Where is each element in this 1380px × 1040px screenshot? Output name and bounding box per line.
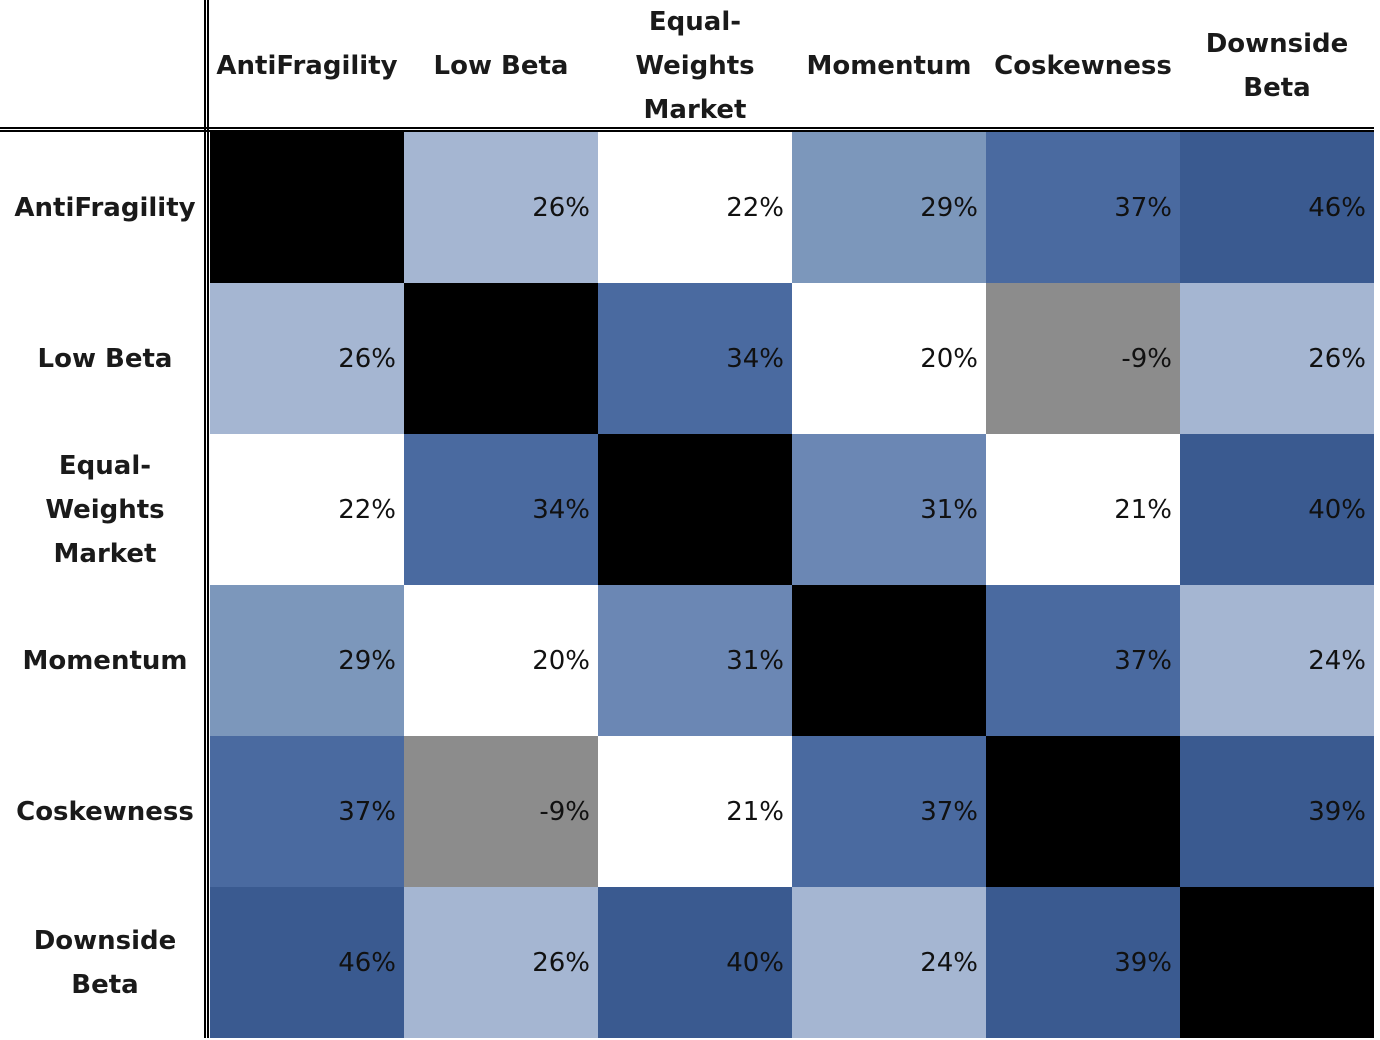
heatmap-cell: 24% [792, 887, 986, 1038]
row-header: Low Beta [37, 343, 173, 374]
row-header: Coskewness [16, 796, 194, 827]
row-header: Downside Beta [33, 925, 177, 1000]
row-header: Momentum [22, 645, 188, 676]
heatmap-cell-diagonal [792, 585, 986, 736]
heatmap-cell-diagonal [1180, 887, 1374, 1038]
row-header: Equal-Weights Market [45, 450, 165, 569]
heatmap-cell: 37% [210, 736, 404, 887]
axis-rule-left [204, 0, 206, 1038]
heatmap-cell: 21% [598, 736, 792, 887]
heatmap-cell: 20% [404, 585, 598, 736]
heatmap-cell: 24% [1180, 585, 1374, 736]
column-header: AntiFragility [216, 51, 398, 81]
heatmap-cell: -9% [986, 283, 1180, 434]
heatmap-cell: 26% [210, 283, 404, 434]
header-rule-bottom [0, 130, 1374, 132]
row-header: AntiFragility [14, 192, 196, 223]
heatmap-cell: 37% [986, 132, 1180, 283]
heatmap-cell: 37% [792, 736, 986, 887]
column-header: Momentum [806, 51, 972, 81]
column-header: Equal- Weights Market [635, 7, 755, 125]
heatmap-cell: 34% [598, 283, 792, 434]
heatmap-cell: 26% [404, 887, 598, 1038]
column-header: Coskewness [994, 51, 1172, 81]
heatmap-cell: 31% [792, 434, 986, 585]
axis-rule-right [207, 0, 209, 1038]
heatmap-cell: 46% [210, 887, 404, 1038]
column-header: Low Beta [433, 51, 569, 81]
heatmap-cell-diagonal [986, 736, 1180, 887]
heatmap-cell-diagonal [404, 283, 598, 434]
heatmap-cell: 46% [1180, 132, 1374, 283]
heatmap-cell: 22% [210, 434, 404, 585]
heatmap-cell: 21% [986, 434, 1180, 585]
heatmap-cell: 29% [792, 132, 986, 283]
heatmap-cell: 26% [1180, 283, 1374, 434]
heatmap-cell: 31% [598, 585, 792, 736]
heatmap-cell: 34% [404, 434, 598, 585]
heatmap-cell: 26% [404, 132, 598, 283]
heatmap-cell: 39% [986, 887, 1180, 1038]
heatmap-cell: 29% [210, 585, 404, 736]
heatmap-cell: 39% [1180, 736, 1374, 887]
heatmap-cell: 40% [1180, 434, 1374, 585]
heatmap-cell: 37% [986, 585, 1180, 736]
heatmap-cell: 22% [598, 132, 792, 283]
header-rule-top [0, 127, 1374, 129]
column-header: Downside Beta [1205, 29, 1349, 103]
heatmap-cell-diagonal [598, 434, 792, 585]
heatmap-cell: 40% [598, 887, 792, 1038]
heatmap-cell: -9% [404, 736, 598, 887]
heatmap-cell-diagonal [210, 132, 404, 283]
heatmap-cell: 20% [792, 283, 986, 434]
